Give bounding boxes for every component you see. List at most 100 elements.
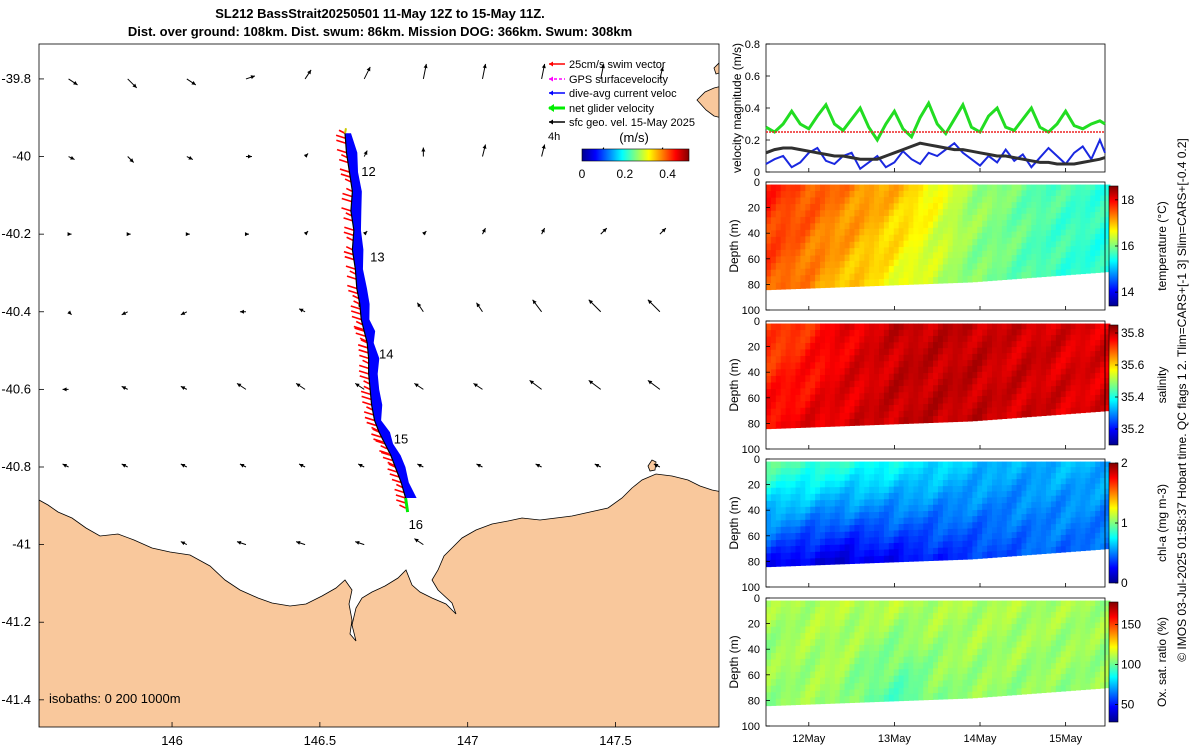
section-cell xyxy=(766,323,772,331)
section-cell xyxy=(820,506,826,514)
section-cell xyxy=(947,655,954,663)
section-cell xyxy=(829,355,836,363)
section-cell xyxy=(800,268,806,276)
section-cell xyxy=(770,269,777,277)
section-cell xyxy=(839,336,846,344)
section-cell xyxy=(933,686,939,694)
section-cell xyxy=(1080,195,1086,202)
section-cell xyxy=(879,355,885,362)
section-cell xyxy=(987,184,993,192)
section-cell xyxy=(893,398,900,406)
section-cell xyxy=(824,203,831,211)
section-cell xyxy=(879,511,885,519)
section-cell xyxy=(854,260,860,268)
section-cell xyxy=(1095,527,1101,534)
section-cell xyxy=(987,533,993,541)
section-cell xyxy=(908,373,914,381)
section-cell xyxy=(1065,684,1072,692)
section-cell xyxy=(1090,500,1096,507)
section-cell xyxy=(1021,237,1027,244)
section-cell xyxy=(962,649,968,657)
section-cell xyxy=(1001,514,1008,522)
section-cell xyxy=(1090,223,1096,230)
section-cell xyxy=(805,368,811,376)
section-cell xyxy=(1016,382,1023,389)
section-cell xyxy=(824,235,831,243)
section-cell xyxy=(947,547,954,555)
section-cell xyxy=(1105,606,1111,613)
section-cell xyxy=(972,528,978,535)
section-cell xyxy=(1065,656,1072,664)
geo-velocity-arrow xyxy=(180,463,188,468)
section-cell xyxy=(1016,461,1023,469)
section-cell xyxy=(972,335,978,343)
section-cell xyxy=(820,551,826,559)
geo-arrow-head xyxy=(296,540,301,545)
swim-vector xyxy=(399,504,406,509)
section-cell xyxy=(923,385,929,393)
section-cell xyxy=(1075,461,1081,468)
section-cell xyxy=(1016,653,1023,660)
section-cell xyxy=(810,197,816,205)
section-cell xyxy=(1100,649,1106,656)
section-cell xyxy=(834,626,841,634)
section-cell xyxy=(844,241,851,249)
section-cell xyxy=(805,197,811,205)
section-cell xyxy=(937,680,944,688)
section-cell xyxy=(952,667,959,675)
section-cell xyxy=(815,216,821,224)
section-cell xyxy=(1011,261,1018,268)
section-cell xyxy=(987,509,993,517)
section-cell xyxy=(987,684,993,692)
section-cell xyxy=(874,632,880,639)
section-cell xyxy=(1100,616,1106,624)
section-cell xyxy=(1105,644,1111,651)
section-cell xyxy=(947,348,954,355)
section-cell xyxy=(785,639,792,647)
section-cell xyxy=(829,532,836,540)
section-cell xyxy=(957,479,964,487)
section-cell xyxy=(913,277,919,285)
section-cell xyxy=(908,644,914,651)
section-cell xyxy=(795,691,801,699)
section-cell xyxy=(967,390,973,398)
section-cell xyxy=(913,675,919,682)
section-cell xyxy=(1085,228,1091,235)
section-cell xyxy=(859,273,865,281)
section-cell xyxy=(775,263,782,271)
section-cell xyxy=(1095,483,1101,490)
section-cell xyxy=(1006,323,1013,331)
section-cell xyxy=(1100,467,1106,474)
geo-arrow-head xyxy=(299,463,304,468)
section-cell xyxy=(766,336,772,344)
section-cell xyxy=(766,389,772,397)
section-cell xyxy=(1021,682,1027,689)
section-cell xyxy=(933,409,939,417)
section-cell xyxy=(987,491,993,499)
section-cell xyxy=(977,521,983,529)
section-cell xyxy=(1070,600,1077,607)
section-cell xyxy=(1046,392,1052,399)
section-cell xyxy=(820,664,826,672)
section-cell xyxy=(844,374,851,382)
section-cell xyxy=(844,355,851,363)
section-cell xyxy=(780,362,787,370)
section-cell xyxy=(864,619,870,627)
section-cell xyxy=(1001,359,1008,366)
section-cell xyxy=(1050,241,1057,248)
section-cell xyxy=(893,272,900,280)
section-cell xyxy=(967,504,973,511)
section-cell xyxy=(1080,683,1086,691)
section-cell xyxy=(913,385,919,393)
section-cell xyxy=(1021,358,1027,365)
section-cell xyxy=(928,416,934,423)
section-cell xyxy=(810,407,816,415)
section-cell xyxy=(1041,617,1047,625)
section-cell xyxy=(1080,600,1086,607)
section-cell xyxy=(996,612,1003,620)
section-cell xyxy=(923,492,929,500)
section-cell xyxy=(775,369,782,377)
swim-vector xyxy=(341,197,352,203)
section-cell xyxy=(957,378,964,386)
section-cell xyxy=(1001,406,1008,414)
